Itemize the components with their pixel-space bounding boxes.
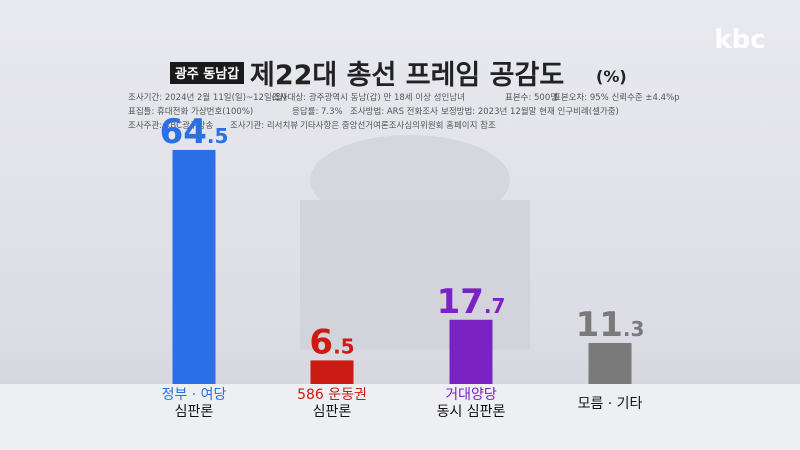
chart-title: 제22대 총선 프레임 공감도 [250, 60, 564, 91]
survey-info-item: 표본오차: 95% 신뢰수준 ±4.4%p [553, 93, 680, 103]
badge-box [170, 62, 244, 84]
category-label: 586 운동권 [297, 387, 367, 403]
survey-info-item: 조사방법: ARS 전화조사 [350, 106, 438, 117]
badge: 광주 동남갑 [175, 66, 239, 82]
category-label: 심판론 [175, 404, 214, 420]
survey-info-item: 보정방법: 2023년 12월말 현재 인구비례(셀가중) [441, 106, 619, 117]
unit: (%) [596, 67, 627, 86]
value-label: 17.7 [437, 282, 506, 322]
category-label: 정부 · 여당 [162, 387, 227, 403]
survey-info-item: 표본수: 500명 [505, 92, 558, 103]
value-label: 64.5 [160, 112, 229, 152]
label-band [0, 384, 800, 450]
survey-info-item: 조사주관: KBC광주방송 [128, 120, 213, 131]
bar [449, 319, 493, 384]
value-label: 11.3 [576, 305, 645, 345]
category-label: 동시 심판론 [437, 404, 506, 420]
background-building [300, 200, 530, 350]
bar [310, 360, 354, 384]
value-label: 6.5 [309, 322, 354, 362]
bar [588, 342, 632, 384]
survey-info-item: 기타사항은 중앙선거여론조사심의위원회 홈페이지 참조 [300, 120, 496, 131]
category-label: 거대양당 [445, 387, 497, 403]
survey-info-item: 조사기관: 리서치뷰 [230, 120, 298, 131]
bar [172, 149, 216, 384]
survey-info-item: 조사기간: 2024년 2월 11일(일)~12일(월) [128, 92, 286, 103]
survey-info-item: 응답률: 7.3% [292, 106, 343, 117]
logo: kbc [714, 25, 765, 55]
category-label: 모름 · 기타 [578, 396, 643, 412]
survey-info-item: 조사대상: 광주광역시 동남(갑) 만 18세 이상 성인남녀 [272, 92, 465, 103]
category-label: 심판론 [313, 404, 352, 420]
survey-info-item: 표집틀: 휴대전화 가상번호(100%) [128, 106, 253, 117]
survey-info: 조사기간: 2024년 2월 11일(일)~12일(월)조사대상: 광주광역시 … [128, 92, 680, 131]
